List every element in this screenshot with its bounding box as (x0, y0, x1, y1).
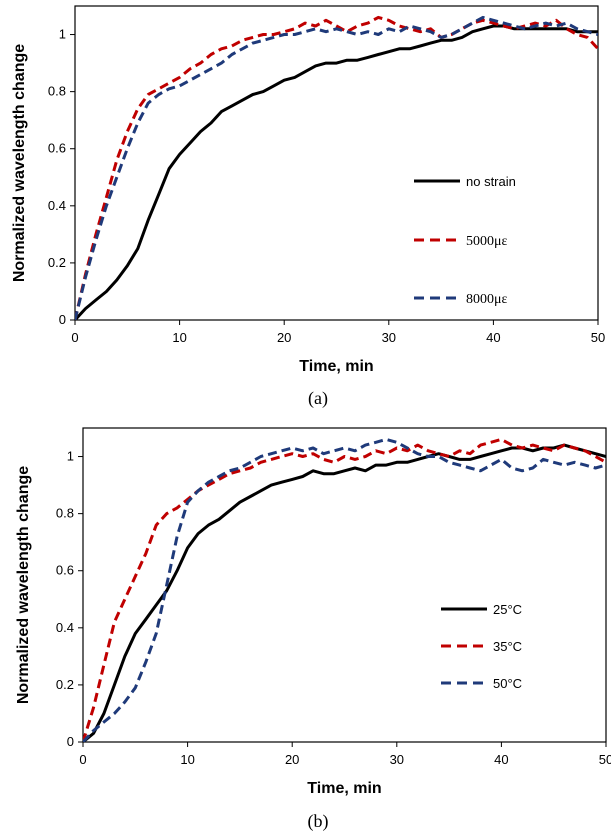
y-tick-label: 0.2 (56, 677, 74, 692)
series-line-5000 (75, 15, 598, 320)
plot-frame (82, 427, 607, 743)
y-tick-label: 1 (67, 449, 74, 464)
series-line-50-c (83, 437, 606, 742)
chart-caption: (b) (308, 811, 329, 832)
y-tick-label: 0.6 (48, 141, 66, 156)
series-line-35-c (83, 437, 606, 742)
x-tick-label: 10 (172, 330, 186, 345)
chart-caption: (a) (308, 388, 328, 409)
legend-label: no strain (466, 174, 516, 189)
series-line-no-strain (75, 24, 598, 320)
y-tick-label: 0.8 (56, 506, 74, 521)
y-tick-label: 0.2 (48, 255, 66, 270)
legend-label: 8000με (466, 292, 508, 307)
x-tick-label: 20 (285, 752, 299, 767)
x-axis-label: Time, min (307, 780, 381, 797)
x-tick-label: 50 (599, 752, 611, 767)
y-tick-label: 0.8 (48, 84, 66, 99)
plot-frame (74, 5, 599, 321)
y-tick-label: 0.6 (56, 563, 74, 578)
x-tick-label: 0 (79, 752, 86, 767)
x-axis-label: Time, min (299, 358, 373, 375)
y-tick-label: 0 (59, 312, 66, 327)
legend-label: 50°C (493, 676, 522, 691)
x-tick-label: 30 (390, 752, 404, 767)
x-tick-label: 30 (382, 330, 396, 345)
x-tick-label: 10 (180, 752, 194, 767)
x-tick-label: 20 (277, 330, 291, 345)
y-tick-label: 1 (59, 27, 66, 42)
y-tick-label: 0 (67, 734, 74, 749)
y-axis-label: Normalized wavelength change (15, 466, 32, 704)
series-line-25-c (83, 443, 606, 742)
series-line-8000 (75, 15, 598, 320)
x-tick-label: 40 (494, 752, 508, 767)
x-tick-label: 40 (486, 330, 500, 345)
y-tick-label: 0.4 (48, 198, 66, 213)
legend-label: 5000με (466, 234, 508, 249)
legend-label: 25°C (493, 602, 522, 617)
x-tick-label: 50 (591, 330, 605, 345)
y-tick-label: 0.4 (56, 620, 74, 635)
x-tick-label: 0 (71, 330, 78, 345)
y-axis-label: Normalized wavelength change (11, 44, 28, 282)
legend-label: 35°C (493, 639, 522, 654)
